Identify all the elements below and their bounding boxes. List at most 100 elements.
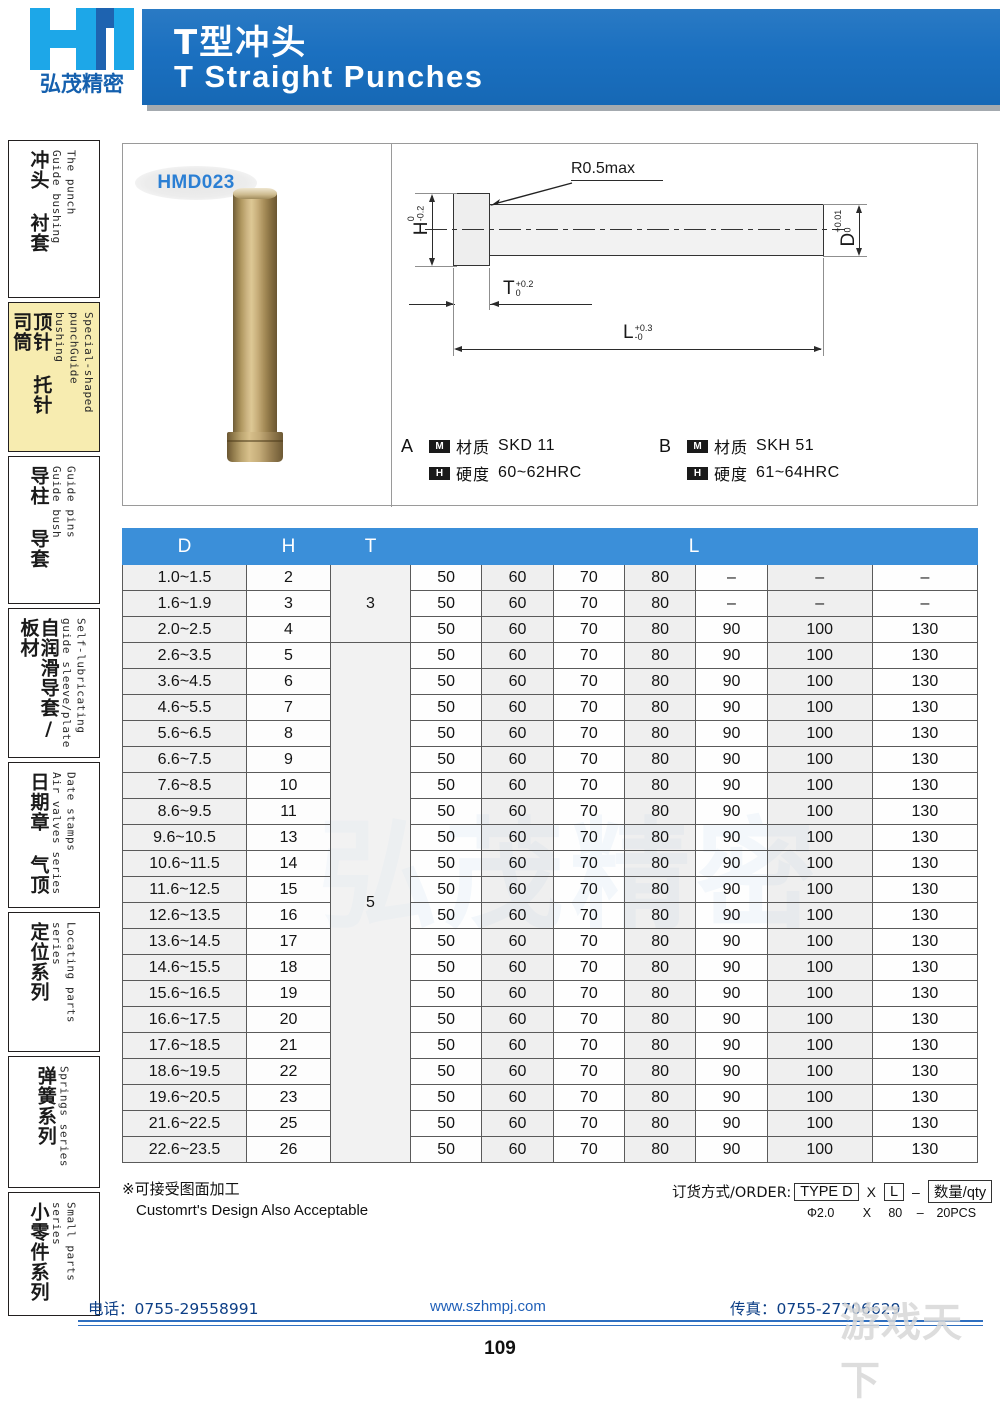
order-format-block: 订货方式/ORDER: TYPE D X L – 数量/qty Φ2.0 X 8… xyxy=(672,1180,993,1220)
cell-h: 9 xyxy=(246,746,331,773)
table-header-row: D H T L xyxy=(122,528,978,565)
cell-l-1: 50 xyxy=(409,1032,483,1059)
cell-l-4: 80 xyxy=(623,642,697,669)
sidebar-tab-5[interactable]: Date stamps Air valves series 日期章 气顶 xyxy=(8,762,100,908)
cell-l-2: 60 xyxy=(481,798,554,825)
cell-d: 13.6~14.5 xyxy=(122,928,247,955)
cell-h: 7 xyxy=(246,694,331,721)
d-dim-label: D+0.01 0 xyxy=(833,210,859,247)
cell-h: 5 xyxy=(246,642,331,669)
cell-l-4: 80 xyxy=(623,1084,697,1111)
hardness-value: 61~64HRC xyxy=(756,464,840,481)
col-header-l: L xyxy=(410,528,978,565)
cell-l-3: 70 xyxy=(552,824,625,851)
cell-l-5: 90 xyxy=(695,980,768,1007)
order-example-l: 80 xyxy=(888,1206,903,1220)
cell-l-5: 90 xyxy=(695,642,768,669)
cell-l-6: 100 xyxy=(766,1032,873,1059)
sidebar-tab-7[interactable]: Springs series 弹簧系列 xyxy=(8,1056,100,1188)
cell-d: 21.6~22.5 xyxy=(122,1110,247,1137)
cell-l-5: 90 xyxy=(695,954,768,981)
hardness-label-cn: 硬度 xyxy=(456,465,491,484)
cell-l-7: 130 xyxy=(871,1032,979,1059)
sidebar-tab-3[interactable]: Guide pins Guide bush 导柱 导套 xyxy=(8,456,100,604)
footer-fax: 传真：0755-27706629 xyxy=(730,1300,901,1318)
l-dim-label: L+0.3 -0 xyxy=(623,322,653,343)
cell-l-5: 90 xyxy=(695,1084,768,1111)
t-dim-line-left xyxy=(409,304,455,306)
sidebar-tab-label-cn: 顶针 托针 司筒 xyxy=(10,312,53,415)
table-row: 13.6~14.5 17 50 60 70 80 90 100 130 xyxy=(122,928,979,955)
cell-l-1: 50 xyxy=(409,564,483,591)
sidebar-tab-1[interactable]: The punch Guide bushing 冲头 衬套 xyxy=(8,140,100,298)
design-note: ※可接受图面加工 Customrt's Design Also Acceptab… xyxy=(122,1178,542,1219)
cell-l-3: 70 xyxy=(552,564,625,591)
hardness-badge-icon: H xyxy=(687,466,708,480)
cell-h: 22 xyxy=(246,1058,331,1085)
product-drawing-panel: HMD023 R0.5max H0 -0.2 xyxy=(122,143,978,507)
cell-l-2: 60 xyxy=(481,616,554,643)
cell-l-4: 80 xyxy=(623,902,697,929)
cell-l-2: 60 xyxy=(481,850,554,877)
table-row: 3.6~4.5 6 50 60 70 80 90 100 130 xyxy=(122,668,979,695)
drawing-shaft-block xyxy=(489,204,824,256)
cell-d: 3.6~4.5 xyxy=(122,668,247,695)
sidebar-tab-label-cn: 导柱 导套 xyxy=(27,466,50,569)
cell-h: 25 xyxy=(246,1110,331,1137)
sidebar-tab-8[interactable]: Small parts series 小零件系列 xyxy=(8,1192,100,1316)
sidebar-tab-label-en: Springs series xyxy=(57,1066,71,1168)
cell-h: 16 xyxy=(246,902,331,929)
cell-l-7: 130 xyxy=(871,902,979,929)
t-arrow-in-left xyxy=(446,301,454,307)
cell-l-7: 130 xyxy=(871,876,979,903)
cell-l-6: 100 xyxy=(766,772,873,799)
order-example-line: Φ2.0 X 80 – 20PCS xyxy=(672,1206,982,1220)
cell-l-5: 90 xyxy=(695,1058,768,1085)
d-arrow-up xyxy=(856,205,862,213)
sidebar-tab-6[interactable]: Locating parts series 定位系列 xyxy=(8,912,100,1052)
cell-h: 15 xyxy=(246,876,331,903)
material-label-cn: 材质 xyxy=(456,438,491,457)
table-row: 6.6~7.5 9 50 60 70 80 90 100 130 xyxy=(122,746,979,773)
cell-l-7: 130 xyxy=(871,720,979,747)
cell-l-1: 50 xyxy=(409,1110,483,1137)
cell-l-7: 130 xyxy=(871,928,979,955)
category-sidebar: The punch Guide bushing 冲头 衬套 Special-shap… xyxy=(8,140,104,1316)
cell-h: 17 xyxy=(246,928,331,955)
cell-l-2: 60 xyxy=(481,954,554,981)
cell-l-3: 70 xyxy=(552,772,625,799)
cell-l-4: 80 xyxy=(623,1136,697,1163)
order-format-line: 订货方式/ORDER: TYPE D X L – 数量/qty xyxy=(672,1180,993,1203)
h-dim-label: H0 -0.2 xyxy=(406,206,432,236)
sidebar-tab-2[interactable]: Special-shaped punchGuide bushing 顶针 托针 司… xyxy=(8,302,100,452)
cell-l-7: 130 xyxy=(871,772,979,799)
cell-l-4: 80 xyxy=(623,590,697,617)
material-specifications: A M 材质 SKD 11 H 硬度 60~62HRC B M 材质 SKH 51 H 硬度 61~64H… xyxy=(391,434,978,504)
cell-d: 8.6~9.5 xyxy=(122,798,247,825)
cell-l-4: 80 xyxy=(623,954,697,981)
table-row: 2.0~2.5 4 50 60 70 80 90 100 130 xyxy=(122,616,979,643)
cell-l-1: 50 xyxy=(409,746,483,773)
cell-l-6: 100 xyxy=(766,1006,873,1033)
cell-l-6: 100 xyxy=(766,850,873,877)
hardness-label-cn: 硬度 xyxy=(714,465,749,484)
material-value: SKD 11 xyxy=(498,437,555,454)
cell-l-6: 100 xyxy=(766,980,873,1007)
cell-h: 20 xyxy=(246,1006,331,1033)
drawing-centerline xyxy=(425,229,845,230)
product-code-label: HMD023 xyxy=(157,172,235,193)
cell-l-3: 70 xyxy=(552,876,625,903)
page-title-bar: T型冲头 T Straight Punches xyxy=(142,9,1000,105)
callout-r-label: R0.5max xyxy=(571,160,636,177)
cell-l-3: 70 xyxy=(552,1136,625,1163)
cell-d: 4.6~5.5 xyxy=(122,694,247,721)
cell-l-1: 50 xyxy=(409,1136,483,1163)
sidebar-tab-label-en: Self-lubricating guide sleeve/plate xyxy=(60,618,88,749)
cell-l-6: 100 xyxy=(766,616,873,643)
sidebar-tab-4[interactable]: Self-lubricating guide sleeve/plate 自润滑导套… xyxy=(8,608,100,758)
cell-l-3: 70 xyxy=(552,694,625,721)
cell-l-1: 50 xyxy=(409,798,483,825)
cell-l-4: 80 xyxy=(623,1058,697,1085)
footer-website-link[interactable]: www.szhmpj.com xyxy=(430,1298,546,1315)
cell-h: 23 xyxy=(246,1084,331,1111)
